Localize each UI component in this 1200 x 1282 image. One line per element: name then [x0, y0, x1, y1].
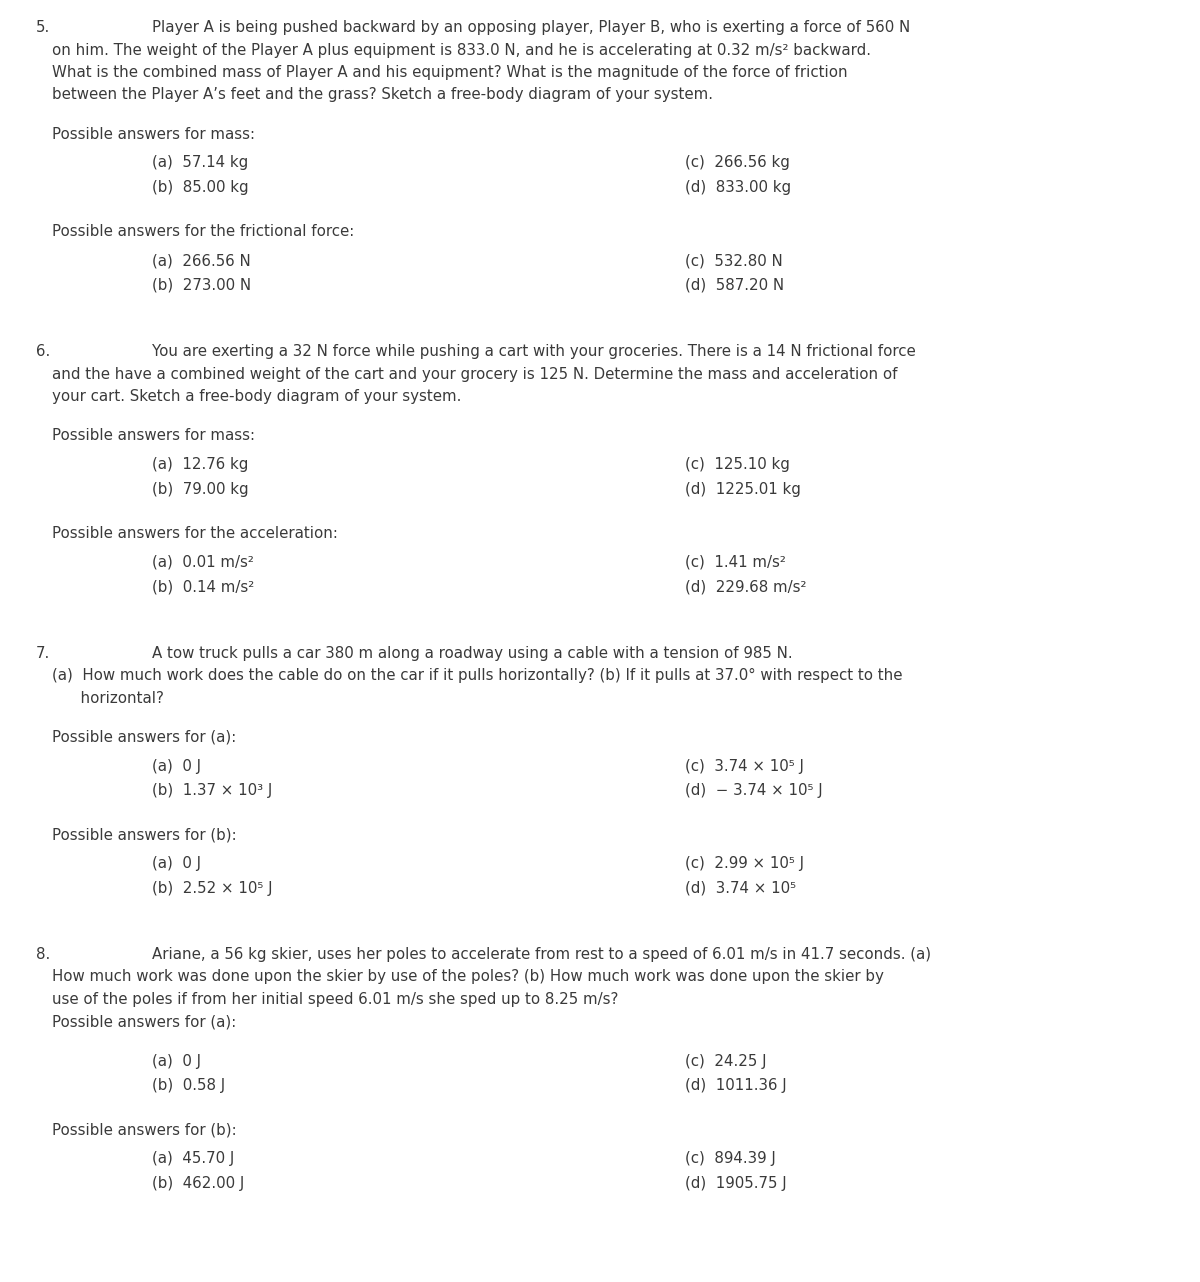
Text: (b)  0.14 m/s²: (b) 0.14 m/s² — [152, 579, 254, 594]
Text: on him. The weight of the Player A plus equipment is 833.0 N, and he is accelera: on him. The weight of the Player A plus … — [52, 42, 871, 58]
Text: 6.: 6. — [36, 344, 50, 359]
Text: How much work was done upon the skier by use of the poles? (b) How much work was: How much work was done upon the skier by… — [52, 969, 884, 985]
Text: Possible answers for the acceleration:: Possible answers for the acceleration: — [52, 526, 338, 541]
Text: (a)  0 J: (a) 0 J — [152, 856, 202, 870]
Text: use of the poles if from her initial speed 6.01 m/s she sped up to 8.25 m/s?: use of the poles if from her initial spe… — [52, 992, 618, 1006]
Text: (c)  3.74 × 10⁵ J: (c) 3.74 × 10⁵ J — [685, 759, 804, 773]
Text: (d)  587.20 N: (d) 587.20 N — [685, 277, 784, 292]
Text: (b)  1.37 × 10³ J: (b) 1.37 × 10³ J — [152, 783, 272, 797]
Text: 8.: 8. — [36, 947, 50, 962]
Text: (d)  833.00 kg: (d) 833.00 kg — [685, 179, 791, 195]
Text: (d)  3.74 × 10⁵: (d) 3.74 × 10⁵ — [685, 881, 796, 896]
Text: (a)  0 J: (a) 0 J — [152, 759, 202, 773]
Text: (a)  0 J: (a) 0 J — [152, 1054, 202, 1069]
Text: (b)  85.00 kg: (b) 85.00 kg — [152, 179, 248, 195]
Text: (b)  2.52 × 10⁵ J: (b) 2.52 × 10⁵ J — [152, 881, 272, 896]
Text: (a)  57.14 kg: (a) 57.14 kg — [152, 155, 248, 171]
Text: (c)  2.99 × 10⁵ J: (c) 2.99 × 10⁵ J — [685, 856, 804, 870]
Text: (d)  − 3.74 × 10⁵ J: (d) − 3.74 × 10⁵ J — [685, 783, 823, 797]
Text: (d)  1905.75 J: (d) 1905.75 J — [685, 1176, 787, 1191]
Text: You are exerting a 32 N force while pushing a cart with your groceries. There is: You are exerting a 32 N force while push… — [152, 344, 916, 359]
Text: (b)  0.58 J: (b) 0.58 J — [152, 1078, 226, 1094]
Text: your cart. Sketch a free-body diagram of your system.: your cart. Sketch a free-body diagram of… — [52, 388, 461, 404]
Text: (c)  24.25 J: (c) 24.25 J — [685, 1054, 767, 1069]
Text: Possible answers for (a):: Possible answers for (a): — [52, 1014, 236, 1029]
Text: (b)  79.00 kg: (b) 79.00 kg — [152, 482, 248, 496]
Text: Possible answers for mass:: Possible answers for mass: — [52, 127, 256, 142]
Text: (c)  266.56 kg: (c) 266.56 kg — [685, 155, 790, 171]
Text: (a)  45.70 J: (a) 45.70 J — [152, 1151, 234, 1167]
Text: (c)  894.39 J: (c) 894.39 J — [685, 1151, 775, 1167]
Text: between the Player A’s feet and the grass? Sketch a free-body diagram of your sy: between the Player A’s feet and the gras… — [52, 87, 713, 103]
Text: (d)  1011.36 J: (d) 1011.36 J — [685, 1078, 787, 1094]
Text: A tow truck pulls a car 380 m along a roadway using a cable with a tension of 98: A tow truck pulls a car 380 m along a ro… — [152, 646, 793, 660]
Text: (c)  532.80 N: (c) 532.80 N — [685, 253, 782, 268]
Text: (b)  273.00 N: (b) 273.00 N — [152, 277, 251, 292]
Text: 5.: 5. — [36, 21, 50, 35]
Text: Possible answers for mass:: Possible answers for mass: — [52, 428, 256, 444]
Text: Ariane, a 56 kg skier, uses her poles to accelerate from rest to a speed of 6.01: Ariane, a 56 kg skier, uses her poles to… — [152, 947, 931, 962]
Text: (d)  1225.01 kg: (d) 1225.01 kg — [685, 482, 800, 496]
Text: 7.: 7. — [36, 646, 50, 660]
Text: Player A is being pushed backward by an opposing player, Player B, who is exerti: Player A is being pushed backward by an … — [152, 21, 911, 35]
Text: (a)  12.76 kg: (a) 12.76 kg — [152, 456, 248, 472]
Text: (b)  462.00 J: (b) 462.00 J — [152, 1176, 245, 1191]
Text: (c)  125.10 kg: (c) 125.10 kg — [685, 456, 790, 472]
Text: Possible answers for the frictional force:: Possible answers for the frictional forc… — [52, 224, 354, 240]
Text: (a)  266.56 N: (a) 266.56 N — [152, 253, 251, 268]
Text: (a)  0.01 m/s²: (a) 0.01 m/s² — [152, 555, 254, 569]
Text: Possible answers for (b):: Possible answers for (b): — [52, 827, 236, 842]
Text: horizontal?: horizontal? — [52, 691, 164, 705]
Text: Possible answers for (b):: Possible answers for (b): — [52, 1123, 236, 1138]
Text: (d)  229.68 m/s²: (d) 229.68 m/s² — [685, 579, 806, 594]
Text: (a)  How much work does the cable do on the car if it pulls horizontally? (b) If: (a) How much work does the cable do on t… — [52, 668, 902, 683]
Text: What is the combined mass of Player A and his equipment? What is the magnitude o: What is the combined mass of Player A an… — [52, 65, 847, 79]
Text: Possible answers for (a):: Possible answers for (a): — [52, 729, 236, 745]
Text: and the have a combined weight of the cart and your grocery is 125 N. Determine : and the have a combined weight of the ca… — [52, 367, 898, 382]
Text: (c)  1.41 m/s²: (c) 1.41 m/s² — [685, 555, 786, 569]
